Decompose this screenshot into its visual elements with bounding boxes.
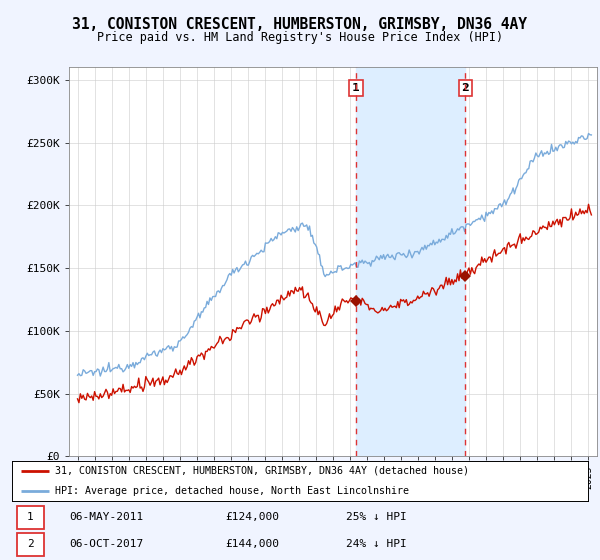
Text: Price paid vs. HM Land Registry's House Price Index (HPI): Price paid vs. HM Land Registry's House … [97,31,503,44]
Text: 06-MAY-2011: 06-MAY-2011 [70,512,144,522]
Text: 2: 2 [27,539,34,549]
Text: HPI: Average price, detached house, North East Lincolnshire: HPI: Average price, detached house, Nort… [55,486,409,496]
FancyBboxPatch shape [17,506,44,529]
FancyBboxPatch shape [17,533,44,556]
Text: 24% ↓ HPI: 24% ↓ HPI [346,539,407,549]
Text: 06-OCT-2017: 06-OCT-2017 [70,539,144,549]
Text: £144,000: £144,000 [225,539,279,549]
Text: 1: 1 [27,512,34,522]
Text: £124,000: £124,000 [225,512,279,522]
Text: 1: 1 [352,83,360,93]
Text: 31, CONISTON CRESCENT, HUMBERSTON, GRIMSBY, DN36 4AY (detached house): 31, CONISTON CRESCENT, HUMBERSTON, GRIMS… [55,466,469,476]
Text: 25% ↓ HPI: 25% ↓ HPI [346,512,407,522]
Text: 2: 2 [461,83,469,93]
Text: 31, CONISTON CRESCENT, HUMBERSTON, GRIMSBY, DN36 4AY: 31, CONISTON CRESCENT, HUMBERSTON, GRIMS… [73,17,527,32]
